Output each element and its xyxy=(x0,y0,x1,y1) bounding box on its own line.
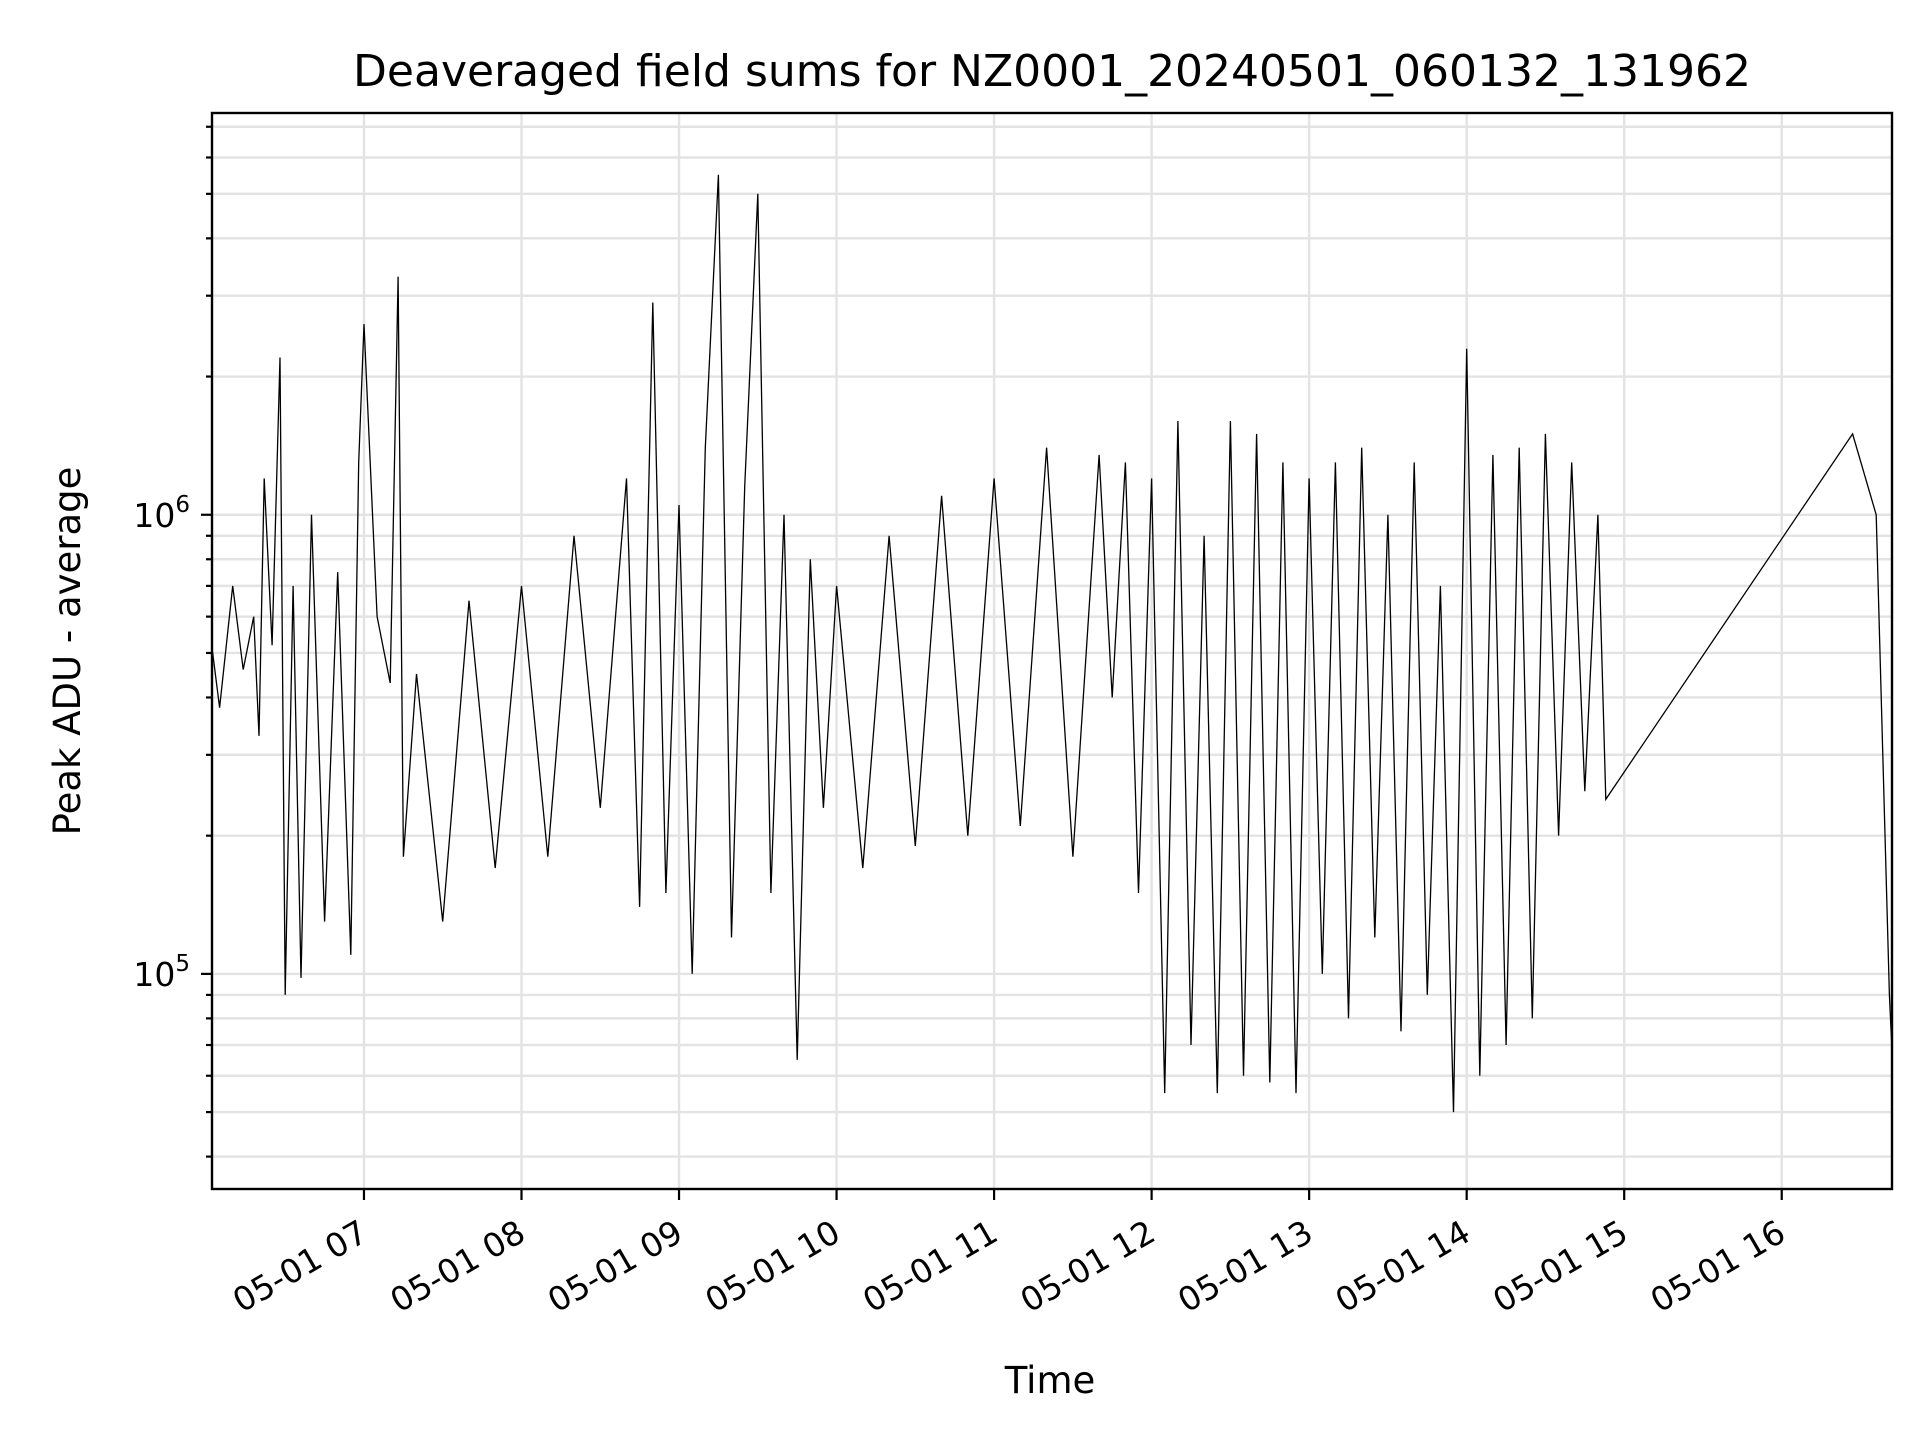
x-tick-label: 05-01 13 xyxy=(1171,1212,1319,1320)
y-tick-exponent: 5 xyxy=(175,951,190,977)
y-tick-label: 106 xyxy=(133,492,190,535)
y-axis-label: Peak ADU - average xyxy=(46,467,89,836)
x-tick-label: 05-01 15 xyxy=(1486,1212,1634,1320)
y-tick-exponent: 6 xyxy=(175,492,190,518)
x-tick-label: 05-01 12 xyxy=(1014,1212,1162,1320)
x-tick-label: 05-01 11 xyxy=(856,1212,1004,1320)
axis-ticks xyxy=(201,125,1783,1200)
chart-title: Deaveraged field sums for NZ0001_2024050… xyxy=(353,46,1751,97)
plot-frame xyxy=(210,111,1894,1191)
series-line xyxy=(212,174,1892,1113)
y-tick-base: 10 xyxy=(133,955,175,994)
x-tick-label: 05-01 08 xyxy=(384,1212,532,1320)
y-tick-label: 105 xyxy=(133,951,190,994)
x-tick-label: 05-01 14 xyxy=(1329,1212,1477,1320)
x-tick-label: 05-01 07 xyxy=(226,1212,374,1320)
grid xyxy=(212,113,1892,1189)
x-tick-label: 05-01 16 xyxy=(1644,1212,1792,1320)
x-axis-label: Time xyxy=(1004,1359,1096,1402)
x-tick-label: 05-01 10 xyxy=(699,1212,847,1320)
x-tick-label: 05-01 09 xyxy=(541,1212,689,1320)
y-tick-base: 10 xyxy=(133,496,175,535)
